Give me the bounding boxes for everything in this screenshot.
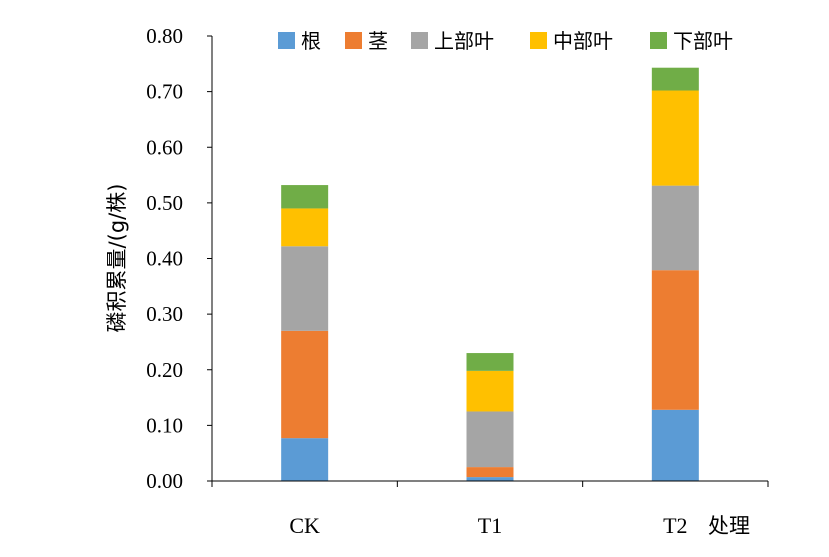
bar-CK-上部叶 (281, 246, 329, 331)
legend-label: 中部叶 (553, 29, 613, 53)
y-axis-title: 磷积累量/(g/株) (105, 184, 129, 333)
legend-swatch-下部叶 (650, 32, 667, 49)
bar-T1-茎 (466, 467, 514, 478)
y-tick-label: 0.60 (146, 135, 183, 159)
bar-T2-上部叶 (651, 185, 699, 271)
bar-T2-根 (651, 409, 699, 481)
bar-T1-根 (466, 477, 514, 481)
legend-label: 根 (301, 29, 321, 53)
x-axis-title: 处理 (708, 514, 750, 538)
x-category-labels: CK T1 T2 (289, 513, 687, 538)
bar-CK-根 (281, 438, 329, 481)
bar-T2-下部叶 (651, 67, 699, 91)
bar-T1-上部叶 (466, 411, 514, 468)
x-category-label: CK (289, 513, 320, 538)
y-tick-label: 0.20 (146, 358, 183, 382)
y-tick-label: 0.80 (146, 24, 183, 48)
y-tick-label: 0.70 (146, 80, 183, 104)
legend-swatch-中部叶 (530, 32, 547, 49)
legend-label: 下部叶 (673, 29, 733, 53)
legend-label: 上部叶 (434, 29, 494, 53)
y-tick-label: 0.50 (146, 191, 183, 215)
bar-T2-茎 (651, 270, 699, 410)
legend-swatch-根 (278, 32, 295, 49)
bar-T2-中部叶 (651, 90, 699, 186)
y-tick-label: 0.00 (146, 469, 183, 493)
bar-T1-中部叶 (466, 370, 514, 412)
legend-swatch-茎 (345, 32, 362, 49)
legend-label: 茎 (368, 29, 388, 53)
y-tick-label: 0.30 (146, 302, 183, 326)
y-tick-label: 0.10 (146, 413, 183, 437)
bar-T1-下部叶 (466, 353, 514, 371)
bar-CK-茎 (281, 330, 329, 439)
y-tick-labels: 0.00 0.10 0.20 0.30 0.40 0.50 0.60 0.70 0.80 (146, 24, 183, 493)
bar-CK-下部叶 (281, 185, 329, 209)
x-category-label: T1 (478, 513, 502, 538)
legend: 根 茎 上部叶 中部叶 下部叶 (278, 29, 733, 53)
bar-CK-中部叶 (281, 208, 329, 247)
x-category-label: T2 (663, 513, 687, 538)
y-tick-label: 0.40 (146, 247, 183, 271)
bars-group (281, 67, 699, 481)
legend-swatch-上部叶 (411, 32, 428, 49)
axes-group (207, 35, 769, 487)
